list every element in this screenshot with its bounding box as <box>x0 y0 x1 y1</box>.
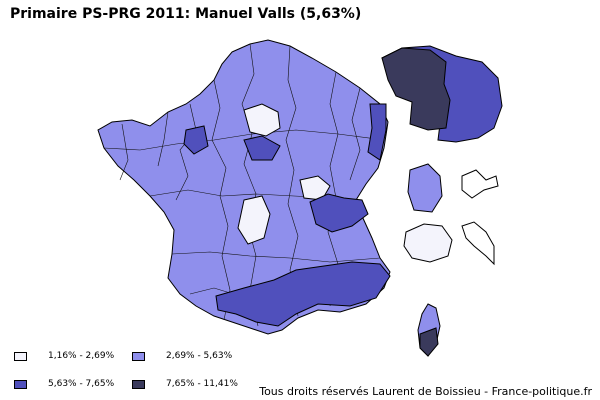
legend-swatch-very-low <box>14 351 27 361</box>
region-high-normandy <box>183 125 209 155</box>
overseas-guyane <box>407 163 443 213</box>
legend-label-very-high: 7,65% - 11,41% <box>166 379 238 389</box>
legend-swatch-high <box>14 379 27 389</box>
legend-label-low: 2,69% - 5,63% <box>166 351 233 361</box>
region-very-low-east <box>299 175 331 201</box>
legend-label-very-low: 1,16% - 2,69% <box>48 351 115 361</box>
legend-label-high: 5,63% - 7,65% <box>48 379 115 389</box>
legend-item-low: 2,69% - 5,63% <box>132 351 232 361</box>
legend-item-very-high: 7,65% - 11,41% <box>132 379 238 389</box>
overseas-guadeloupe <box>461 169 499 199</box>
region-high-south <box>215 261 391 327</box>
region-very-low-center <box>237 195 271 245</box>
idf-inset-very-high <box>381 47 451 131</box>
region-high-rhone <box>309 193 369 233</box>
corsica-very-high <box>419 327 439 357</box>
region-high-alsace <box>367 103 387 161</box>
overseas-martinique <box>461 221 495 266</box>
legend-item-very-low: 1,16% - 2,69% <box>14 351 114 361</box>
overseas-reunion <box>403 223 453 263</box>
region-high-loire <box>243 135 281 161</box>
credit-text: Tous droits réservés Laurent de Boissieu… <box>259 385 592 398</box>
legend-item-high: 5,63% - 7,65% <box>14 379 114 389</box>
legend-swatch-low <box>132 351 145 361</box>
legend-swatch-very-high <box>132 379 145 389</box>
map-title: Primaire PS-PRG 2011: Manuel Valls (5,63… <box>10 6 362 22</box>
region-very-low-paris <box>243 103 281 137</box>
